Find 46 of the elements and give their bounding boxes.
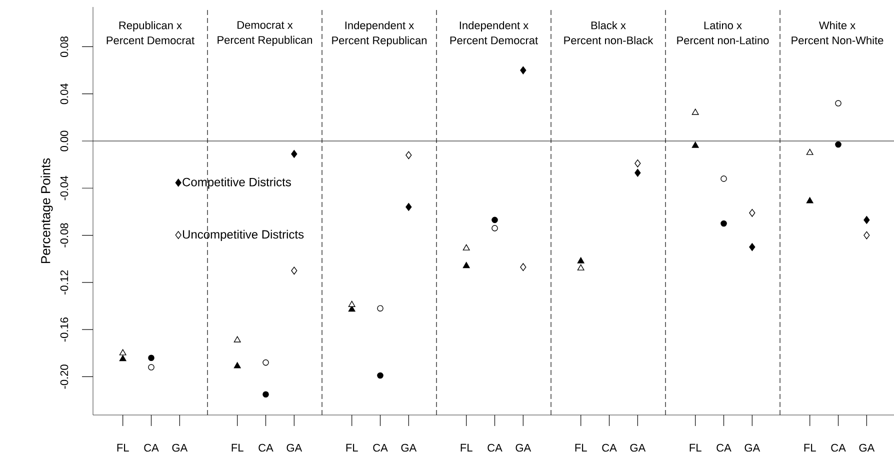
x-tick-label: FL <box>117 444 129 452</box>
x-tick-label: FL <box>804 444 816 452</box>
x-tick-label: CA <box>716 444 732 452</box>
x-tick-label: FL <box>575 444 587 452</box>
x-tick-label: FL <box>460 444 472 452</box>
x-tick-label: CA <box>831 444 846 452</box>
text: Percent non-Latino <box>677 36 769 44</box>
x-tick-label: CA <box>373 444 388 452</box>
text: Republican x <box>119 21 182 32</box>
text: Percent Republican <box>332 36 427 46</box>
x-tick-label: GA <box>286 444 302 452</box>
text: Democrat x <box>238 21 293 29</box>
text: Black x <box>591 21 626 30</box>
x-tick-label: FL <box>232 444 244 452</box>
x-tick-label: GA <box>172 444 188 452</box>
text: Independent x <box>460 21 528 32</box>
x-tick-label: CA <box>602 444 617 452</box>
text: Percent non-Black <box>564 36 654 44</box>
text: White x <box>818 21 856 30</box>
y-axis-title: Percentage Points <box>40 158 53 264</box>
legend-label: Competitive Districts <box>182 178 291 189</box>
x-tick-label: GA <box>630 444 646 452</box>
legend-label: Uncompetitive Districts <box>182 230 304 242</box>
text: Independent x <box>345 21 414 32</box>
x-tick-label: GA <box>859 444 875 452</box>
x-tick-label: GA <box>516 444 532 452</box>
y-tick-label: 0.04 <box>60 83 68 104</box>
text: Percent Democrat <box>106 36 194 44</box>
x-tick-label: CA <box>258 444 274 452</box>
y-tick-label: -0.20 <box>60 364 68 389</box>
x-tick-label: CA <box>144 444 159 452</box>
y-tick-label: -0.08 <box>60 223 68 248</box>
x-tick-label: GA <box>401 444 417 452</box>
y-tick-label: -0.12 <box>60 270 68 294</box>
y-tick-label: 0.00 <box>60 130 68 152</box>
text: Latino x <box>704 21 742 30</box>
text: Percent Non-White <box>792 36 884 44</box>
y-tick-label: -0.16 <box>60 318 68 342</box>
y-tick-label: 0.08 <box>60 36 68 57</box>
y-tick-label: -0.04 <box>60 176 68 200</box>
x-tick-label: GA <box>744 444 760 452</box>
text: Percent Democrat <box>450 36 538 44</box>
x-tick-label: CA <box>488 444 502 452</box>
x-tick-label: FL <box>346 444 358 452</box>
text: Percent Republican <box>218 36 312 46</box>
x-tick-label: FL <box>690 444 702 452</box>
